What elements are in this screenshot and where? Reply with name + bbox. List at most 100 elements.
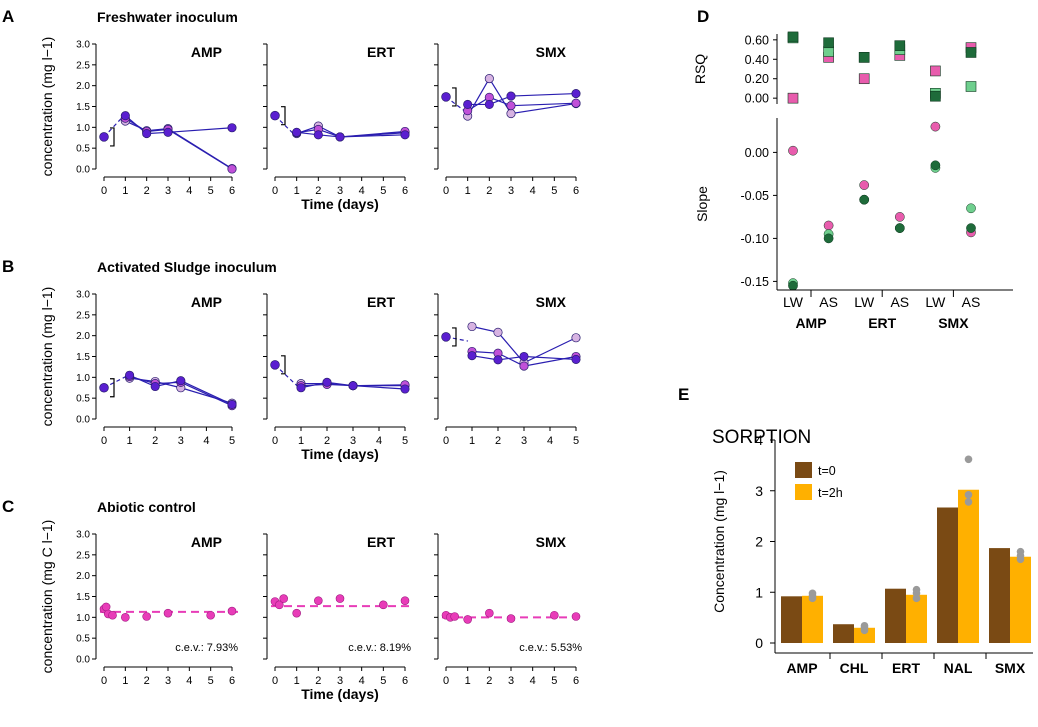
data-point <box>894 223 905 233</box>
y-tick-label: 3.0 <box>76 40 90 51</box>
subplot-smx: 0 1 2 3 4 5 6 SMX <box>434 43 581 197</box>
x-tick-label: NAL <box>944 660 973 676</box>
replicate-line <box>467 96 577 112</box>
subplot-title: SMX <box>536 534 567 550</box>
data-point <box>859 180 870 190</box>
y-tick-label: -0.10 <box>741 232 770 246</box>
data-point <box>966 223 976 233</box>
panel-label: A <box>2 7 14 26</box>
x-tick-label: 0 <box>272 675 278 687</box>
panel-title: Activated Sludge inoculum <box>97 259 277 275</box>
data-point <box>313 130 323 140</box>
data-point <box>571 89 581 99</box>
x-tick-label: 5 <box>380 675 386 687</box>
x-tick-label: 4 <box>186 185 192 197</box>
data-point <box>335 594 345 603</box>
replicate-point <box>860 621 869 630</box>
y-tick-label: 2.5 <box>76 60 90 71</box>
bar-t0 <box>989 548 1010 643</box>
replicate-line <box>124 115 233 135</box>
data-point <box>894 212 905 222</box>
bar-t2h <box>906 594 927 643</box>
subplot-title: SMX <box>536 44 567 60</box>
x-tick-label: 5 <box>573 435 579 447</box>
x-tick-label: 2 <box>144 185 150 197</box>
legend-swatch <box>795 484 812 500</box>
data-point <box>823 37 834 49</box>
data-point <box>400 130 410 140</box>
x-tick-label: 3 <box>337 675 343 687</box>
x-tick-label: 1 <box>469 435 475 447</box>
x-tick-label: 1 <box>127 435 133 447</box>
data-point <box>125 370 135 380</box>
y-tick-label: 0.5 <box>76 144 90 155</box>
data-point <box>296 383 306 393</box>
y-tick-label: 0.5 <box>76 634 90 645</box>
x-tick-label: 1 <box>465 185 471 197</box>
x-tick-label: 3 <box>521 435 527 447</box>
x-tick-label: 4 <box>530 675 536 687</box>
x-tick-label: 0 <box>101 435 107 447</box>
x-tick-label: 5 <box>551 675 557 687</box>
replicate-line <box>471 325 577 364</box>
x-tick-label: AMP <box>786 660 817 676</box>
replicate-line <box>467 92 577 106</box>
x-tick-label: 1 <box>298 435 304 447</box>
legend-swatch <box>795 462 812 478</box>
data-point <box>930 121 941 132</box>
data-point <box>519 351 529 362</box>
panel-title: Freshwater inoculum <box>97 9 238 25</box>
replicate-line <box>467 77 577 117</box>
y-tick-label: 1.5 <box>76 352 90 363</box>
panel-label: B <box>2 257 14 276</box>
replicate-line <box>129 374 233 405</box>
subplot-bottom: 0.00 -0.05 -0.10 -0.15 Slope <box>694 118 976 291</box>
x-tick-label: 2 <box>486 675 492 687</box>
replicate-point <box>964 455 973 464</box>
panel-title: Abiotic control <box>97 499 196 515</box>
x-tick-label: 0 <box>443 675 449 687</box>
y-tick-label: 0.60 <box>745 33 769 47</box>
y-tick-label: -0.05 <box>741 189 770 203</box>
x-axis-label: Time (days) <box>301 686 379 702</box>
x-axis-label: Time (days) <box>301 446 379 462</box>
x-tick-label: 3 <box>178 435 184 447</box>
cev-label: c.e.v.: 5.53% <box>519 642 582 654</box>
legend-label: t=0 <box>818 464 836 478</box>
bar-t0 <box>885 588 906 643</box>
t0-dash-connector <box>103 117 122 138</box>
data-point <box>787 31 799 43</box>
panel-c-abiotic: C Abiotic control concentration (mg C l−1)… <box>2 497 582 702</box>
bar-t2h <box>802 595 823 643</box>
data-point <box>571 333 581 343</box>
x-tick-label: 1 <box>122 185 128 197</box>
x-tick-label: 5 <box>551 185 557 197</box>
t0-dash-connector <box>274 364 298 387</box>
x-tick-label: LW <box>854 294 875 310</box>
cev-label: c.e.v.: 7.93% <box>175 642 238 654</box>
replicate-point <box>964 498 973 506</box>
data-point <box>379 600 388 610</box>
subplot-title: AMP <box>191 44 222 60</box>
subplot-title: SMX <box>536 294 567 310</box>
panel-label: D <box>697 7 709 26</box>
x-tick-label: 5 <box>402 435 408 447</box>
x-tick-label: 3 <box>165 185 171 197</box>
subplot-top: 0.00 0.20 0.40 0.60 RSQ <box>692 31 977 106</box>
y-tick-label: 1.0 <box>76 613 90 624</box>
data-point <box>485 608 494 618</box>
data-point <box>400 384 410 394</box>
x-tick-label: 6 <box>402 675 408 687</box>
chart-title: SORPTION <box>712 427 811 448</box>
y-tick-label: -0.15 <box>741 275 770 289</box>
x-tick-label: 2 <box>315 675 321 687</box>
bar-t2h <box>854 627 875 643</box>
subplot-title: ERT <box>367 44 395 60</box>
subplot-title: AMP <box>191 294 222 310</box>
x-tick-label: ERT <box>892 660 920 676</box>
x-tick-label: 5 <box>208 185 214 197</box>
data-point <box>965 47 977 58</box>
cev-label: c.e.v.: 8.19% <box>348 642 411 654</box>
bar-t0 <box>781 596 802 643</box>
y-tick-label: 4 <box>755 432 763 448</box>
